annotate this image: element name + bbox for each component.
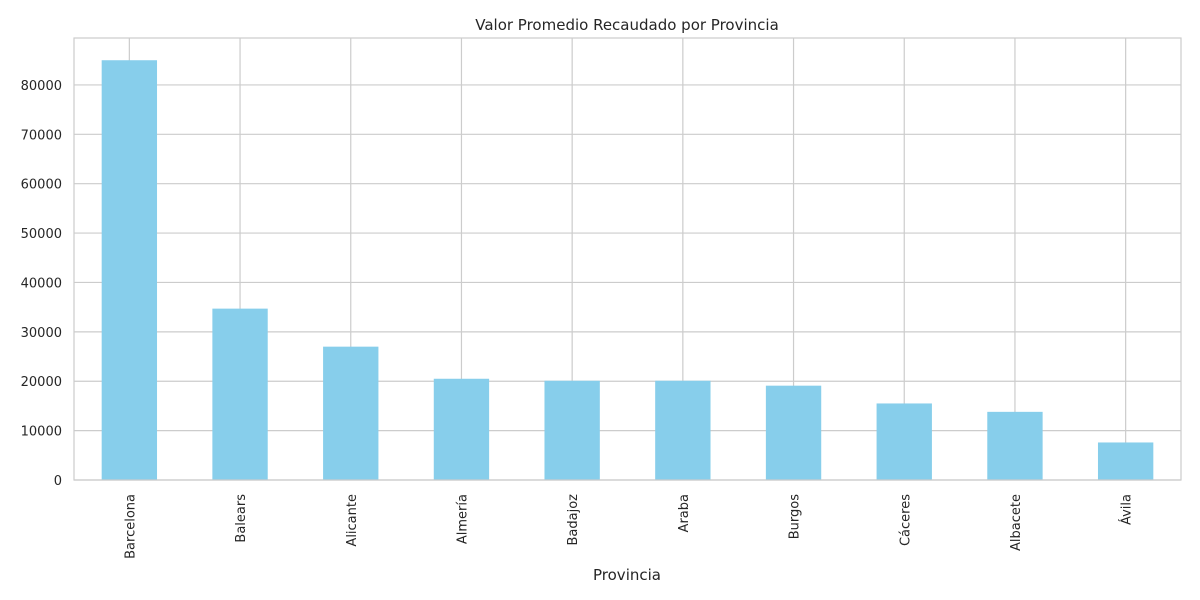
y-tick-label: 40000 [21, 276, 62, 291]
y-tick-label: 30000 [21, 326, 62, 341]
bar-balears [212, 308, 268, 480]
bar-ávila [1097, 442, 1154, 480]
y-tick-label: 80000 [21, 79, 62, 94]
x-tick-label: Albacete [1009, 494, 1024, 551]
plot-frame [73, 37, 1182, 481]
x-tick-label: Burgos [788, 494, 803, 539]
chart-title: Valor Promedio Recaudado por Provincia [475, 16, 779, 34]
bar-cáceres [876, 403, 932, 480]
bar-barcelona [101, 60, 158, 481]
x-tick-label: Barcelona [123, 494, 138, 559]
x-axis-label: Provincia [593, 566, 661, 584]
y-tick-label: 50000 [21, 227, 62, 242]
bar-araba [655, 380, 711, 480]
bar-alicante [323, 346, 379, 480]
bar-almería [433, 378, 490, 480]
bars [101, 60, 1154, 481]
y-tick-labels: 0 10000 20000 30000 40000 50000 60000 70000 8000… [21, 79, 62, 489]
bar-badajoz [544, 380, 600, 480]
x-tick-labels: Barcelona Balears Alicante Almería Badajoz Ar… [123, 494, 1134, 559]
y-tick-label: 70000 [21, 128, 62, 143]
x-tick-label: Cáceres [898, 494, 913, 546]
x-tick-label: Araba [677, 494, 692, 532]
bar-albacete [987, 411, 1043, 480]
y-tick-label: 60000 [21, 178, 62, 193]
y-tick-label: 0 [54, 474, 62, 489]
bar-burgos [765, 385, 822, 480]
x-tick-label: Badajoz [566, 494, 581, 546]
y-tick-label: 10000 [21, 425, 62, 440]
x-tick-label: Balears [234, 494, 249, 543]
x-tick-label: Alicante [345, 494, 360, 547]
x-tick-label: Almería [455, 494, 470, 544]
y-tick-label: 20000 [21, 375, 62, 390]
x-tick-label: Ávila [1119, 494, 1135, 525]
